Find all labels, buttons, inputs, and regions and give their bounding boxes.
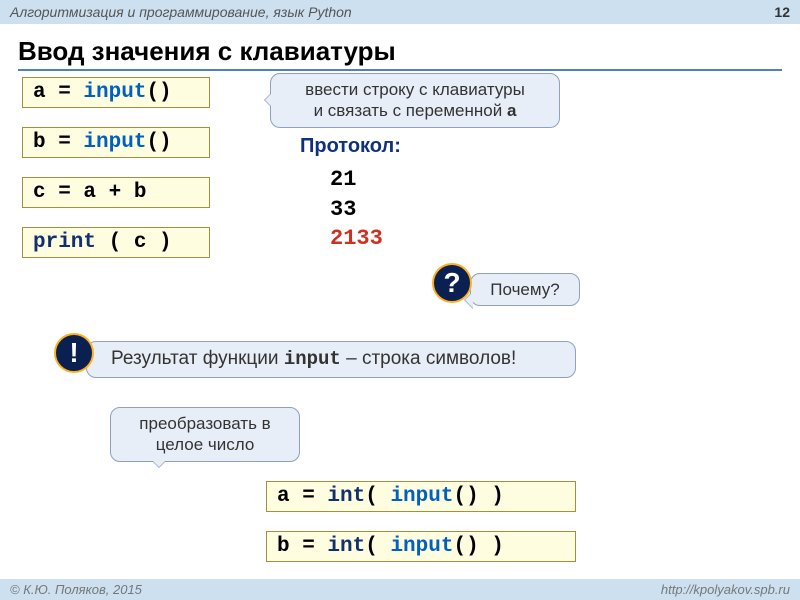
code-line-4: print ( c ) (22, 227, 210, 258)
slide-content: a = input() b = input() c = a + b print … (0, 73, 800, 573)
question-badge: ? (432, 263, 472, 303)
page-number: 12 (774, 4, 790, 20)
protocol-values: 21 33 2133 (330, 165, 383, 254)
footer-url: http://kpolyakov.spb.ru (661, 582, 790, 597)
code-line-2: b = input() (22, 127, 210, 158)
protocol-label: Протокол: (300, 135, 401, 158)
callout-result-string: Результат функции input – строка символо… (86, 341, 576, 378)
footer-bar: © К.Ю. Поляков, 2015 http://kpolyakov.sp… (0, 579, 800, 600)
code-line-3: c = a + b (22, 177, 210, 208)
copyright: © К.Ю. Поляков, 2015 (10, 582, 142, 597)
code-line-5: a = int( input() ) (266, 481, 576, 512)
callout-convert: преобразовать в целое число (110, 407, 300, 462)
exclaim-badge: ! (54, 333, 94, 373)
callout-input-desc: ввести строку с клавиатуры и связать с п… (270, 73, 560, 128)
code-line-1: a = input() (22, 77, 210, 108)
code-line-6: b = int( input() ) (266, 531, 576, 562)
page-title: Ввод значения с клавиатуры (18, 36, 782, 71)
header-bar: Алгоритмизация и программирование, язык … (0, 0, 800, 24)
breadcrumb: Алгоритмизация и программирование, язык … (10, 4, 352, 20)
callout-why: Почему? (470, 273, 580, 306)
